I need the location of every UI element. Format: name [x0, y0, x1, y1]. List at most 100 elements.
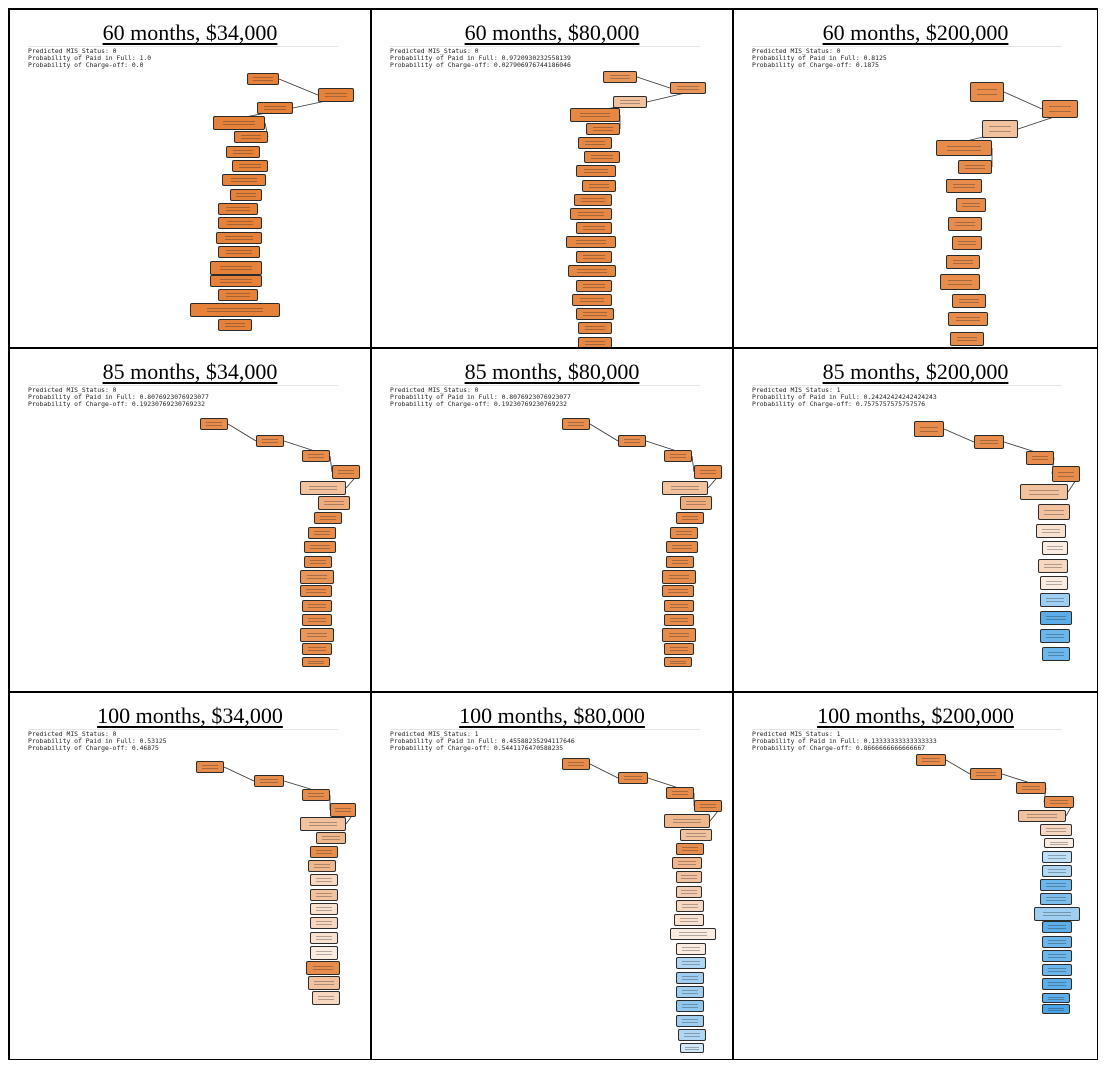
- tree-node: [1040, 879, 1072, 891]
- tree-node: [1020, 484, 1068, 500]
- tree-node: [247, 73, 279, 85]
- predicted-status-line: Predicted MIS_Status: 0: [28, 47, 117, 55]
- tree-node: [958, 160, 992, 174]
- panel-title: 60 months, $200,000: [822, 20, 1009, 45]
- tree-node: [676, 512, 704, 524]
- tree-node: [218, 246, 260, 258]
- tree-node: [936, 140, 992, 156]
- tree-node: [310, 889, 338, 901]
- tree-panel: 85 months, $200,000 Predicted MIS_Status:…: [734, 349, 1097, 693]
- tree-node: [1042, 647, 1070, 661]
- prediction-summary: Predicted MIS_Status: 0 Probability of Pa…: [28, 46, 338, 70]
- tree-edge: [329, 455, 333, 473]
- tree-node: [190, 303, 280, 317]
- tree-node: [674, 914, 704, 926]
- tree-node: [1040, 576, 1068, 590]
- tree-node: [578, 137, 612, 149]
- summary-divider: [28, 729, 338, 730]
- tree-node: [310, 903, 338, 915]
- tree-node: [576, 165, 616, 177]
- tree-node: [310, 874, 338, 886]
- tree-node: [234, 131, 268, 143]
- prediction-summary: Predicted MIS_Status: 0 Probability of Pa…: [752, 46, 1062, 70]
- charge-off-probability-line: Probability of Charge-off: 0.02790697674…: [390, 61, 571, 70]
- tree-node: [694, 465, 722, 479]
- predicted-status-line: Predicted MIS_Status: 0: [28, 386, 117, 394]
- tree-node: [302, 643, 332, 655]
- tree-node: [300, 570, 334, 584]
- tree-panel: 85 months, $80,000 Predicted MIS_Status: …: [372, 349, 734, 693]
- tree-edges: [945, 759, 1075, 817]
- summary-divider: [390, 385, 700, 386]
- tree-node: [576, 308, 614, 320]
- summary-divider: [28, 46, 338, 47]
- tree-panel: 85 months, $34,000 Predicted MIS_Status: …: [10, 349, 372, 693]
- tree-node: [666, 541, 698, 553]
- tree-node: [302, 789, 330, 801]
- tree-node: [664, 643, 694, 655]
- tree-node: [662, 570, 696, 584]
- tree-node: [1040, 893, 1072, 905]
- decision-tree-path: [10, 10, 370, 347]
- tree-node: [940, 274, 980, 290]
- paid-in-full-probability-line: Probability of Paid in Full: 1.0: [28, 54, 152, 63]
- paid-in-full-probability-line: Probability of Paid in Full: 0.807692307…: [28, 393, 209, 402]
- tree-node: [1018, 810, 1066, 822]
- decision-tree-path: [734, 349, 1097, 691]
- tree-node: [662, 628, 696, 642]
- tree-node: [1040, 593, 1070, 607]
- tree-node: [1044, 838, 1074, 848]
- tree-panel: 60 months, $80,000 Predicted MIS_Status: …: [372, 10, 734, 349]
- predicted-status-line: Predicted MIS_Status: 1: [752, 386, 841, 394]
- tree-node: [300, 628, 334, 642]
- tree-node: [308, 860, 336, 872]
- tree-node: [664, 814, 710, 828]
- tree-node: [676, 1015, 704, 1027]
- tree-node: [680, 496, 712, 510]
- tree-node: [562, 758, 590, 770]
- tree-node: [254, 775, 284, 787]
- panel-title: 60 months, $34,000: [102, 20, 278, 45]
- tree-node: [574, 194, 612, 206]
- summary-divider: [28, 385, 338, 386]
- tree-panel: 60 months, $200,000 Predicted MIS_Status:…: [734, 10, 1097, 349]
- panel-title: 85 months, $200,000: [822, 359, 1009, 384]
- charge-off-probability-line: Probability of Charge-off: 0.46875: [28, 744, 159, 753]
- tree-node: [613, 96, 647, 108]
- tree-node: [308, 527, 336, 539]
- decision-tree-path: [734, 10, 1097, 347]
- tree-node: [300, 585, 332, 597]
- tree-node: [256, 435, 284, 447]
- tree-node: [970, 768, 1002, 780]
- tree-node: [332, 465, 360, 479]
- tree-node: [314, 512, 342, 524]
- predicted-status-line: Predicted MIS_Status: 0: [390, 386, 479, 394]
- tree-node: [210, 261, 262, 275]
- tree-edges: [569, 76, 707, 129]
- tree-edge: [1003, 91, 1043, 110]
- predicted-status-line: Predicted MIS_Status: 0: [28, 730, 117, 738]
- tree-node: [1042, 865, 1072, 877]
- charge-off-probability-line: Probability of Charge-off: 0.75757575757…: [752, 400, 926, 409]
- tree-node: [318, 496, 350, 510]
- summary-divider: [752, 46, 1062, 47]
- paid-in-full-probability-line: Probability of Paid in Full: 0.972093023…: [390, 54, 571, 63]
- tree-comparison-grid: 60 months, $34,000 Predicted MIS_Status: …: [8, 8, 1098, 1060]
- paid-in-full-probability-line: Probability of Paid in Full: 0.455882352…: [390, 737, 575, 746]
- tree-node: [218, 319, 252, 331]
- tree-node: [257, 102, 293, 114]
- tree-panel: 100 months, $200,000 Predicted MIS_Status…: [734, 693, 1097, 1059]
- tree-node: [302, 450, 330, 462]
- charge-off-probability-line: Probability of Charge-off: 0.19230769230…: [28, 400, 205, 409]
- tree-node: [666, 787, 694, 799]
- tree-node: [1016, 782, 1046, 794]
- tree-node: [670, 928, 716, 940]
- tree-node: [664, 600, 694, 612]
- tree-edge: [589, 423, 619, 442]
- decision-tree-path: [372, 10, 732, 347]
- tree-node: [1042, 921, 1072, 933]
- decision-tree-path: [372, 349, 732, 691]
- predicted-status-line: Predicted MIS_Status: 0: [390, 47, 479, 55]
- tree-node: [662, 481, 708, 495]
- tree-node: [946, 179, 982, 193]
